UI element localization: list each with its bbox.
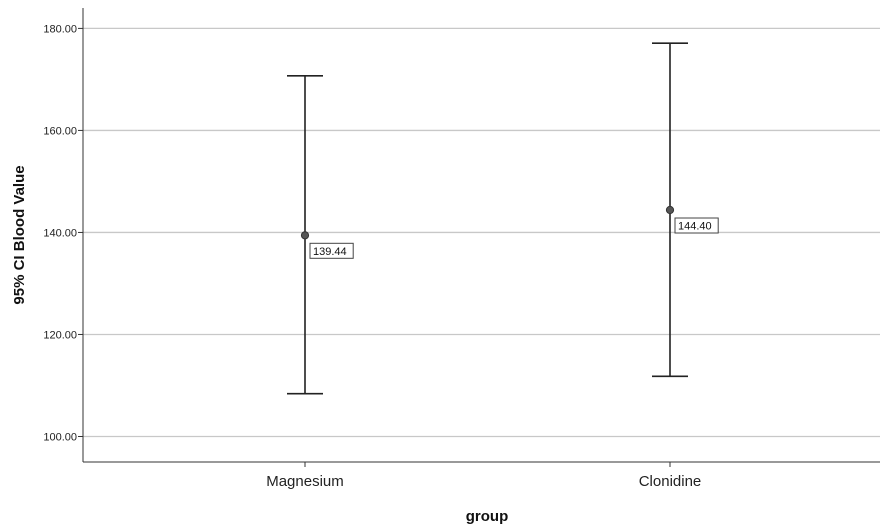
- gridlines: [83, 27, 880, 438]
- x-tick-label: Clonidine: [639, 473, 702, 490]
- error-bar-group: 144.40: [652, 42, 719, 378]
- y-tick-label: 140.00: [43, 227, 77, 239]
- x-tick-label: Magnesium: [266, 473, 344, 490]
- data-label-box: [674, 217, 719, 234]
- error-bar-group: 139.44: [287, 75, 354, 395]
- data-label: 144.40: [678, 221, 712, 233]
- y-axis-ticks: 100.00 120.00 140.00 160.00 180.00: [43, 23, 83, 443]
- data-label-box: [309, 242, 354, 259]
- error-bars: 139.44 144.40: [287, 42, 719, 395]
- y-tick-label: 100.00: [43, 431, 77, 443]
- y-tick-label: 180.00: [43, 23, 77, 35]
- y-tick-label: 160.00: [43, 125, 77, 137]
- mean-point: [300, 231, 310, 240]
- y-axis-title: 95% CI Blood Value: [11, 165, 28, 304]
- x-axis-ticks: Magnesium Clonidine: [266, 462, 701, 490]
- mean-point: [665, 205, 675, 215]
- y-tick-label: 120.00: [43, 329, 77, 341]
- x-axis-title: group: [466, 508, 509, 525]
- data-label: 139.44: [313, 246, 347, 258]
